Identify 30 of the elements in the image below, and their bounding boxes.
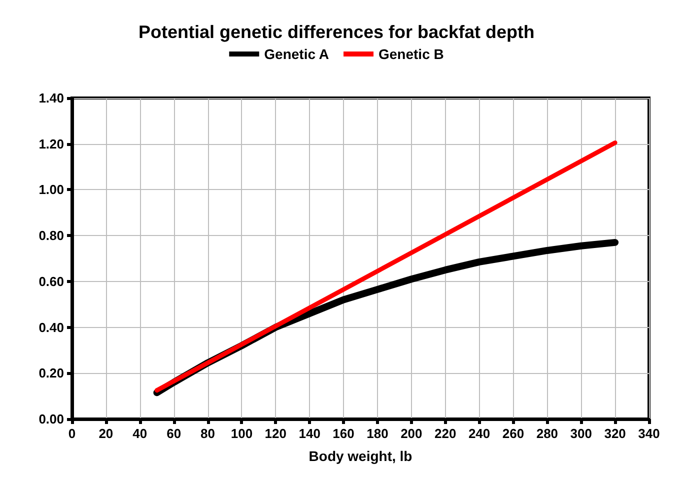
y-tick-label: 1.00	[38, 182, 64, 198]
y-tick-label: 0.80	[38, 228, 64, 244]
x-tick-label: 40	[132, 426, 148, 441]
x-tick-label: 60	[166, 426, 182, 441]
x-axis-title: Body weight, lb	[308, 448, 412, 464]
x-tick-label: 120	[264, 426, 286, 441]
x-tick-label: 240	[468, 426, 490, 441]
x-tick-label: 200	[400, 426, 422, 441]
legend-label: Genetic B	[378, 46, 444, 62]
x-tick-label: 280	[536, 426, 558, 441]
x-tick-label: 140	[298, 426, 320, 441]
x-tick-label: 320	[604, 426, 626, 441]
y-tick-label: 0.20	[38, 366, 64, 381]
y-tick-label: 1.40	[38, 90, 64, 106]
x-tick-label: 180	[366, 426, 388, 441]
chart-title: Potential genetic differences for backfat depth	[138, 22, 535, 42]
y-tick-label: 1.20	[38, 136, 64, 152]
x-tick-label: 340	[638, 426, 660, 441]
y-tick-label: 0.60	[38, 274, 64, 289]
x-tick-label: 260	[502, 426, 524, 441]
x-tick-label: 160	[332, 426, 354, 441]
x-tick-label: 300	[570, 426, 592, 441]
y-tick-label: 0.40	[38, 320, 64, 335]
legend-label: Genetic A	[264, 46, 329, 62]
y-tick-label: 0.00	[38, 412, 64, 426]
x-tick-label: 100	[230, 426, 253, 441]
x-tick-label: 0	[68, 426, 76, 441]
x-tick-label: 80	[200, 426, 215, 441]
x-tick-label: 220	[434, 426, 456, 441]
x-tick-label: 20	[98, 426, 114, 441]
